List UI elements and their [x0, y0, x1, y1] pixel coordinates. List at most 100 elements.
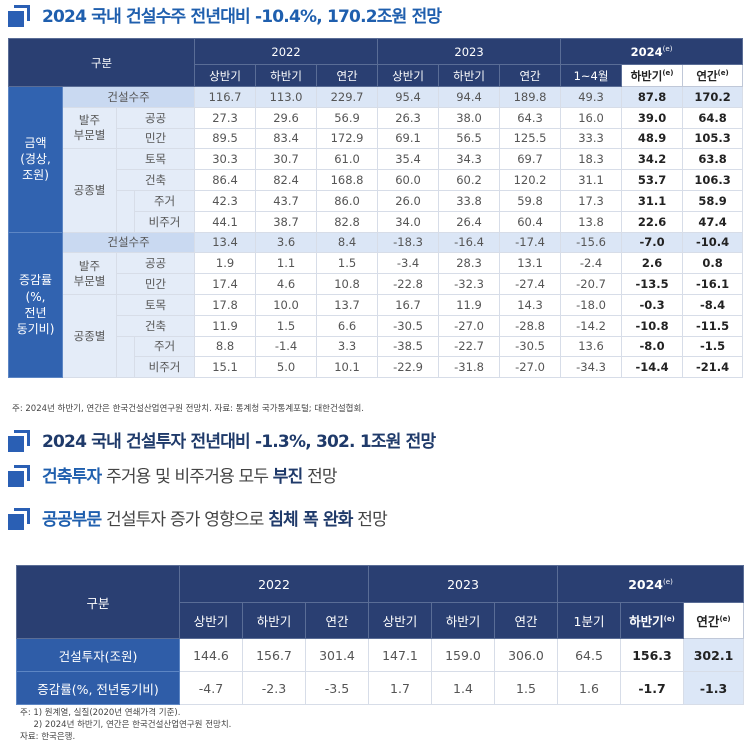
table-cell: 48.9: [621, 127, 684, 150]
row-label-public: 공공: [115, 106, 196, 129]
table-cell: 1.1: [255, 252, 318, 275]
table-cell: -8.4: [682, 293, 744, 316]
table1-subhead-highlight: 하반기(e): [621, 64, 684, 87]
table1-year-2024: 2024(e): [560, 38, 744, 65]
table-row: 증감률(%, 전년동기비) -4.7 -2.3 -3.5 1.7 1.4 1.5…: [16, 671, 745, 705]
table-cell: 1.5: [494, 671, 558, 705]
row-label-public: 공공: [115, 252, 196, 275]
table-cell: -22.7: [438, 335, 501, 358]
table-cell: -28.8: [499, 314, 562, 337]
row-label-spacer: [116, 335, 135, 379]
table-cell: 31.1: [621, 189, 684, 212]
row-label-work: 공종별: [62, 148, 117, 233]
investment-table: 구분 2022 2023 2024(e) 상반기 하반기 연간 상반기 하반기 …: [16, 565, 745, 705]
table-cell: 14.3: [499, 293, 562, 316]
table-cell: 26.4: [438, 210, 501, 233]
table-cell: 13.4: [194, 231, 257, 254]
table-cell: 44.1: [194, 210, 257, 233]
table-cell: 13.1: [499, 252, 562, 275]
table-cell: -10.8: [621, 314, 684, 337]
table-cell: -3.4: [377, 252, 440, 275]
table-cell: 89.5: [194, 127, 257, 150]
table-cell: -27.0: [499, 356, 562, 379]
table-cell: -14.2: [560, 314, 623, 337]
table-cell: 11.9: [194, 314, 257, 337]
table-cell: -38.5: [377, 335, 440, 358]
table-cell: 120.2: [499, 169, 562, 191]
table1-subhead-highlight: 연간(e): [682, 64, 744, 87]
table-cell: 168.8: [316, 169, 379, 191]
table-cell: 301.4: [305, 638, 369, 672]
table-cell: 69.1: [377, 127, 440, 150]
table-cell: 64.3: [499, 106, 562, 129]
bullet-square-icon: [8, 506, 32, 530]
table-cell: 53.7: [621, 169, 684, 191]
table-cell: -27.0: [438, 314, 501, 337]
table-cell: 13.7: [316, 293, 379, 316]
row-label-total: 건설수주: [61, 231, 196, 254]
table-cell: -32.3: [438, 273, 501, 295]
row-label-order: 발주 부문별: [62, 106, 117, 150]
table2-subhead: 상반기: [179, 602, 243, 639]
table-cell: 17.3: [560, 189, 623, 212]
table-cell: 29.6: [255, 106, 318, 129]
table-cell: 30.3: [194, 148, 257, 171]
table-cell: 10.8: [316, 273, 379, 295]
table2-subhead: 연간: [494, 602, 558, 639]
table-cell: -0.3: [621, 293, 684, 316]
table2-subhead: 1분기: [557, 602, 621, 639]
heading-building-tail: 전망: [302, 467, 338, 487]
table-cell: 22.6: [621, 210, 684, 233]
table-cell: 302.1: [682, 638, 745, 672]
table-row: 비주거 15.1 5.0 10.1 -22.9 -31.8 -27.0 -34.…: [9, 356, 744, 379]
table-cell: 56.9: [316, 106, 379, 129]
table-cell: 156.3: [620, 638, 684, 672]
table-cell: 34.2: [621, 148, 684, 171]
table-cell: 13.6: [560, 335, 623, 358]
row-label-investment: 건설투자(조원): [16, 638, 180, 672]
heading-orders-text: 2024 국내 건설수주 전년대비 -10.4%, 170.2조원 전망: [42, 7, 442, 27]
row-label-building: 건축: [115, 169, 196, 191]
table-cell: -22.8: [377, 273, 440, 295]
table-cell: -13.5: [621, 273, 684, 295]
table2-subhead: 상반기: [368, 602, 432, 639]
table2-subhead: 연간: [305, 602, 369, 639]
table-cell: -14.4: [621, 356, 684, 379]
table-cell: -4.7: [179, 671, 243, 705]
table-row: 공종별 토목 17.8 10.0 13.7 16.7 11.9 14.3 -18…: [9, 293, 744, 379]
row-label-housing: 주거: [133, 335, 196, 358]
table-cell: 2.6: [621, 252, 684, 275]
footnote-line: 주: 1) 원계열, 실질(2020년 연쇄가격 기준).: [20, 708, 181, 718]
heading-building: 건축투자 주거용 및 비주거용 모두 부진 전망: [8, 462, 338, 487]
table-row: 주거 8.8 -1.4 3.3 -38.5 -22.7 -30.5 13.6 -…: [9, 335, 744, 379]
table1-subhead: 연간: [499, 64, 562, 87]
table-cell: 43.7: [255, 189, 318, 212]
table-cell: -7.0: [621, 231, 684, 254]
table-cell: 94.4: [438, 86, 501, 108]
table2-subhead: 하반기: [431, 602, 495, 639]
table-cell: 147.1: [368, 638, 432, 672]
table-cell: 38.7: [255, 210, 318, 233]
table-cell: -11.5: [682, 314, 744, 337]
row-label-building: 건축: [115, 314, 196, 337]
table2-year-2023: 2023: [368, 565, 558, 603]
table-cell: -20.7: [560, 273, 623, 295]
row-label-order: 발주 부문별: [62, 252, 117, 295]
table-cell: 8.8: [194, 335, 257, 358]
table-row: 발주 부문별 공공 27.3 29.6 56.9 26.3 38.0 64.3 …: [9, 106, 744, 150]
table-cell: 106.3: [682, 169, 744, 191]
row-label-growth: 증감률(%, 전년동기비): [16, 671, 180, 705]
table-cell: 82.4: [255, 169, 318, 191]
table-cell: -31.8: [438, 356, 501, 379]
footnote-line: 2) 2024년 하반기, 연간은 한국건설산업연구원 전망치.: [20, 720, 232, 730]
table-cell: -8.0: [621, 335, 684, 358]
table-cell: -21.4: [682, 356, 744, 379]
table-cell: 42.3: [194, 189, 257, 212]
table-cell: 15.1: [194, 356, 257, 379]
table-row: 건축 86.4 82.4 168.8 60.0 60.2 120.2 31.1 …: [9, 169, 744, 191]
table1-subhead: 1~4월: [560, 64, 623, 87]
row-label-private: 민간: [115, 127, 196, 150]
table-cell: 1.7: [368, 671, 432, 705]
row-label-nonhousing: 비주거: [133, 356, 196, 379]
table-cell: 1.5: [255, 314, 318, 337]
